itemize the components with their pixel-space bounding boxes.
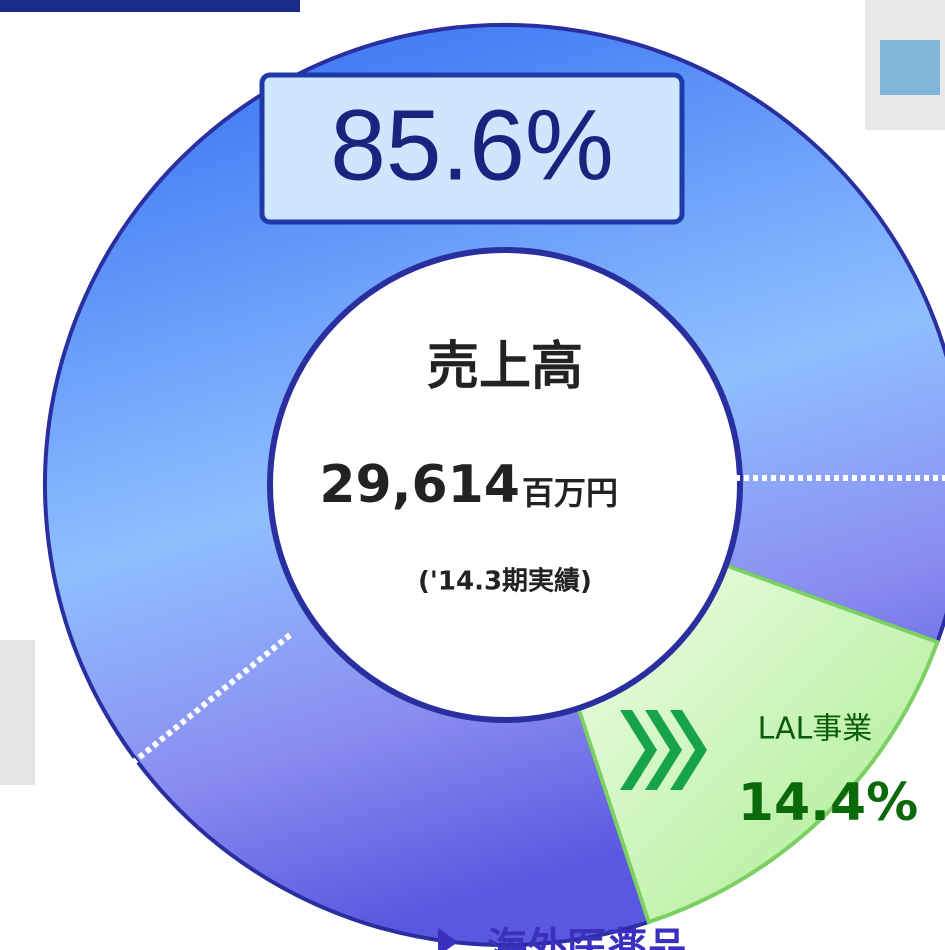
product-box: [880, 40, 940, 95]
legend-label: LAL事業: [758, 712, 873, 747]
note: ('14.3期実績): [418, 566, 592, 597]
value-label: 14.4%: [738, 773, 918, 833]
header-bar: [0, 0, 300, 12]
product-photo: [0, 640, 35, 785]
bottom-label: 海外医薬品: [487, 925, 687, 950]
chart: 85.6% 売上高 29,614 百万円 ('14.3期実績) LAL事業 14…: [0, 0, 945, 950]
unit: 百万円: [522, 474, 618, 512]
center-title: 売上高: [427, 337, 583, 397]
value-label: 85.6%: [330, 89, 614, 201]
total: 29,614: [319, 455, 520, 515]
